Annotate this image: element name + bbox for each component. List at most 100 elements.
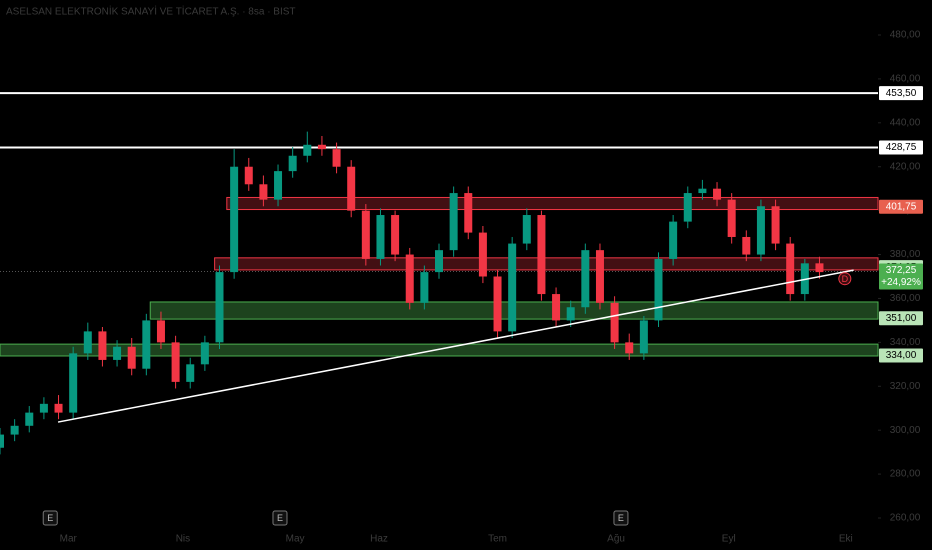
candle-body — [683, 193, 692, 222]
y-tick-label: 380,00 — [890, 249, 921, 260]
candle-body — [405, 254, 414, 303]
candle-body — [200, 342, 209, 365]
candle-body — [230, 166, 239, 273]
candle-body — [244, 166, 253, 185]
candle-body — [332, 149, 341, 167]
candle-body — [815, 263, 824, 273]
candle-body — [595, 250, 604, 303]
event-label: E — [47, 513, 53, 523]
candle-body — [435, 250, 443, 273]
candle-body — [669, 221, 678, 259]
candle-body — [581, 250, 590, 308]
candle-body — [698, 188, 707, 194]
zone — [226, 196, 879, 211]
event-marker — [272, 510, 288, 526]
candle-body — [127, 346, 136, 369]
x-tick-label: Eki — [839, 534, 853, 545]
candle-body — [156, 320, 165, 343]
current-price-label: 372,25 — [886, 265, 917, 276]
current-price-label: +24,92% — [881, 277, 921, 288]
level-label: 428,75 — [886, 142, 917, 153]
candle-body — [771, 206, 780, 244]
marker — [838, 272, 852, 286]
y-tick-label: 280,00 — [890, 469, 921, 480]
y-tick-label: 440,00 — [890, 117, 921, 128]
candle-body — [727, 199, 736, 237]
candle-body — [493, 276, 502, 332]
candle-body — [464, 193, 473, 233]
candle-body — [376, 215, 385, 259]
zone-label: 401,75 — [886, 201, 917, 212]
current-price-label-box — [879, 263, 923, 290]
zone-label: 334,00 — [886, 350, 917, 361]
candle-body — [478, 232, 487, 277]
chart-title: ASELSAN ELEKTRONİK SANAYİ VE TİCARET A.Ş… — [6, 5, 296, 18]
candle-body — [522, 215, 531, 244]
y-tick-label: 480,00 — [890, 30, 921, 41]
candle-body — [69, 353, 78, 413]
candle-body — [654, 258, 663, 321]
candle-body — [508, 243, 517, 332]
x-tick-label: Tem — [488, 534, 507, 545]
trendline — [57, 269, 854, 423]
zone-label-box — [879, 199, 923, 214]
candle-body — [552, 294, 561, 321]
y-tick-label: 320,00 — [890, 381, 921, 392]
candle-body — [742, 236, 751, 255]
level-label-box — [879, 86, 923, 101]
candle-body — [449, 193, 458, 251]
candle-body — [713, 188, 722, 200]
x-tick-label: Eyl — [722, 534, 736, 545]
y-tick-label: 300,00 — [890, 425, 921, 436]
candle-body — [756, 206, 765, 255]
candle-body — [625, 342, 634, 354]
candle-body — [537, 215, 546, 295]
candle-body — [39, 403, 48, 413]
x-tick-label: May — [286, 534, 305, 545]
candle-body — [98, 331, 107, 360]
candle-body — [420, 272, 429, 303]
candle-body — [288, 155, 297, 172]
candle-body — [171, 342, 180, 382]
y-tick-label: 420,00 — [890, 161, 921, 172]
x-tick-label: Ağu — [607, 534, 625, 545]
candle-body — [10, 425, 19, 435]
candle-body — [186, 364, 195, 382]
level-label: 453,50 — [886, 88, 917, 99]
y-tick-label: 340,00 — [890, 337, 921, 348]
event-marker — [613, 510, 629, 526]
candle-body — [0, 434, 4, 448]
candle-body — [317, 144, 326, 150]
y-tick-label: 360,00 — [890, 293, 921, 304]
x-tick-label: Mar — [60, 534, 78, 545]
y-tick-label: 260,00 — [890, 513, 921, 524]
event-label: E — [618, 513, 624, 523]
candle-body — [303, 144, 312, 156]
zone-label-box — [879, 348, 923, 363]
x-tick-label: Haz — [370, 534, 388, 545]
candle-body — [610, 302, 619, 343]
marker-label: D — [842, 274, 849, 284]
x-tick-label: Nis — [176, 534, 190, 545]
candle-body — [83, 331, 92, 354]
candle-body — [54, 403, 63, 413]
candle-body — [639, 320, 648, 354]
candle-body — [566, 307, 575, 321]
candle-body — [215, 272, 224, 343]
y-tick-label: 460,00 — [890, 74, 921, 85]
candle-body — [391, 215, 400, 255]
event-marker — [42, 510, 58, 526]
candle-body — [113, 346, 122, 360]
candle-body — [25, 412, 34, 426]
candle-body — [259, 184, 268, 200]
zone-label: 351,00 — [886, 313, 917, 324]
event-label: E — [277, 513, 283, 523]
candle-body — [142, 320, 151, 369]
candle-body — [274, 171, 283, 200]
zone-label-box — [879, 311, 923, 326]
zone — [214, 257, 879, 271]
level-label-box — [879, 140, 923, 155]
candle-body — [786, 243, 795, 295]
